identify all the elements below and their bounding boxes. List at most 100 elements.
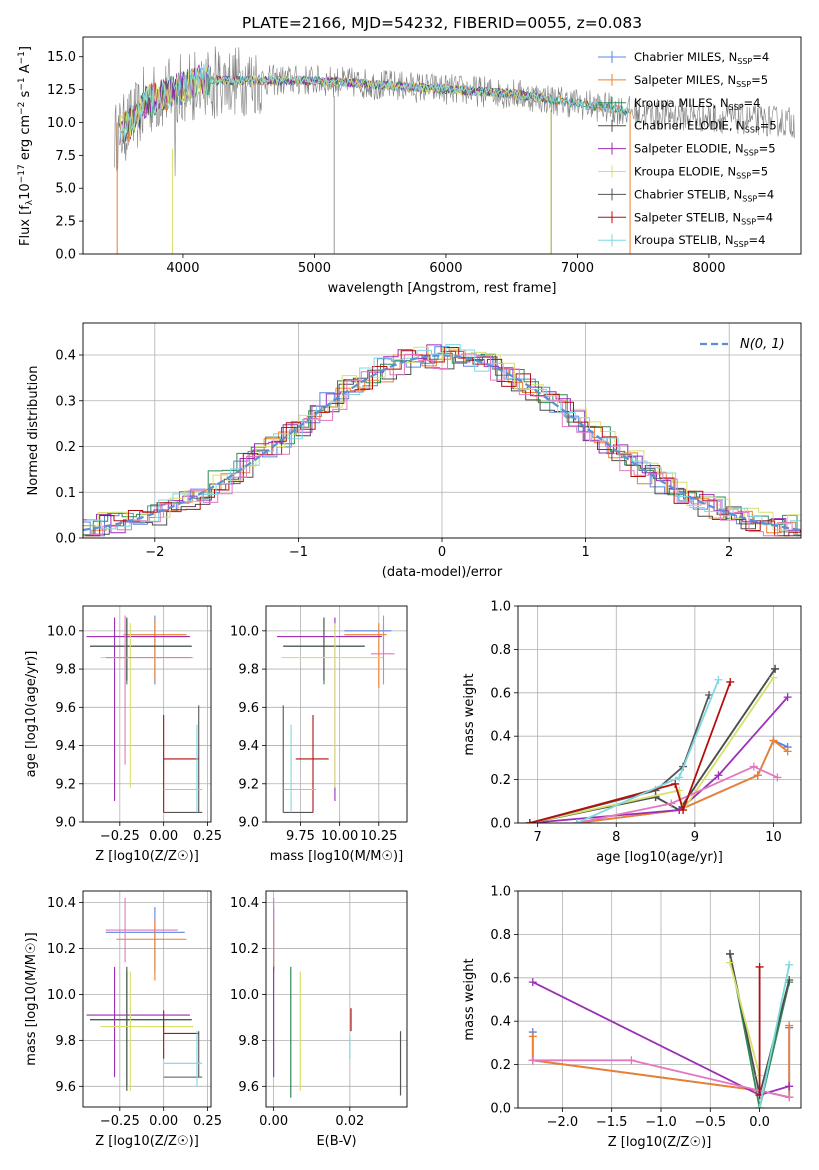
model-spectrum-line (119, 63, 630, 140)
x-tick-label: −1.0 (645, 1115, 677, 1130)
x-tick-label: −2 (145, 545, 164, 560)
y-tick-label: 10.0 (230, 988, 259, 1003)
y-tick-label: 5.0 (55, 182, 76, 197)
massweight-vs-age-panel: 7 8 9 10 0.0 0.2 0.4 0.6 0.8 1.0 age [log10(age/yr… (462, 600, 802, 865)
legend-entry: Salpeter STELIB, NSSP=4 (634, 210, 773, 226)
plot-area (86, 897, 203, 1091)
histogram-step-line (88, 353, 801, 537)
legend-entry: Kroupa STELIB, NSSP=4 (634, 233, 765, 249)
x-tick-label: 0 (438, 545, 446, 560)
histogram-step-line (86, 344, 801, 530)
y-axis-label: Normed distribution (26, 366, 41, 496)
y-axis-label: mass weight (462, 958, 477, 1040)
y-tick-label: 9.8 (238, 663, 259, 678)
x-tick-label: 6000 (429, 261, 462, 276)
legend-entry: Chabrier MILES, NSSP=4 (634, 50, 769, 66)
massweight-line (529, 668, 776, 823)
massweight-marker (528, 1032, 537, 1041)
histogram-step-line (83, 352, 801, 537)
y-tick-label: 9.2 (238, 777, 259, 792)
axes-frame (265, 890, 408, 1108)
massweight-marker (769, 736, 778, 745)
y-tick-label: 10.4 (230, 896, 259, 911)
x-tick-label: 0.00 (149, 1114, 178, 1129)
legend-entry: Kroupa ELODIE, NSSP=5 (634, 165, 768, 181)
x-tick-label: −2.0 (547, 1115, 579, 1130)
massweight-line (529, 668, 776, 823)
model-spectrum-line (119, 66, 551, 142)
x-tick-label: 10.25 (360, 829, 397, 844)
x-tick-label: 8 (612, 830, 620, 845)
massweight-line (529, 681, 732, 823)
y-tick-label: 9.0 (55, 816, 76, 831)
y-tick-label: 9.6 (238, 701, 259, 716)
x-tick-label: 2 (725, 545, 733, 560)
x-tick-label: 0.00 (149, 829, 178, 844)
y-tick-label: 0.2 (490, 1058, 511, 1073)
massweight-marker (769, 673, 778, 682)
y-tick-label: 0.0 (55, 532, 76, 547)
x-axis-label: Z [log10(Z/Z☉)] (95, 849, 199, 864)
y-tick-label: 10.2 (47, 942, 76, 957)
y-tick-label: 10.0 (47, 624, 76, 639)
massweight-marker (785, 1093, 794, 1102)
y-tick-label: 10.0 (47, 988, 76, 1003)
histogram-step-line (83, 346, 801, 537)
x-tick-label: 0.0 (749, 1115, 770, 1130)
axes-frame (82, 36, 802, 255)
y-tick-label: 0.1 (55, 486, 76, 501)
figure-title: PLATE=2166, MJD=54232, FIBERID=0055, z=0… (242, 14, 642, 32)
massweight-line (529, 677, 775, 823)
plot-area (83, 344, 801, 537)
y-tick-label: 9.8 (238, 1034, 259, 1049)
observed-spectrum-line (114, 46, 795, 177)
y-tick-label: 9.8 (55, 1034, 76, 1049)
massweight-marker (675, 773, 684, 782)
x-tick-label: 8000 (692, 261, 725, 276)
y-tick-label: 0.2 (55, 440, 76, 455)
y-tick-label: 1.0 (490, 600, 511, 615)
massweight-marker (627, 1056, 636, 1065)
y-tick-label: 0.6 (490, 686, 511, 701)
y-tick-label: 0.6 (490, 971, 511, 986)
axes-frame (82, 890, 212, 1108)
y-tick-label: 9.6 (55, 701, 76, 716)
y-axis-label: Flux [fλ10−17 erg cm−2 s−1 A−1] (17, 46, 35, 246)
legend-entry: Salpeter MILES, NSSP=5 (634, 73, 768, 89)
plot-area (276, 615, 395, 813)
x-tick-label: 0.25 (193, 1114, 222, 1129)
x-tick-label: −0.25 (100, 1114, 140, 1129)
mass-vs-metallicity-panel: −0.25 0.00 0.25 9.6 9.8 10.0 10.2 10.4 Z [log10(… (24, 890, 222, 1149)
x-tick-label: 4000 (166, 261, 199, 276)
spectrum-panel: 4000 5000 6000 7000 8000 0.0 2.5 5.0 7.5 10.0 12.5… (17, 36, 802, 296)
x-tick-label: 5000 (298, 261, 331, 276)
histogram-step-line (83, 346, 801, 531)
y-tick-label: 15.0 (47, 50, 76, 65)
x-tick-label: 0.00 (259, 1114, 288, 1129)
massweight-marker (783, 747, 792, 756)
y-axis-label: mass weight (462, 673, 477, 755)
legend-entry: Chabrier ELODIE, NSSP=5 (634, 119, 777, 135)
y-tick-label: 9.2 (55, 777, 76, 792)
y-tick-label: 0.3 (55, 394, 76, 409)
plot-area (86, 615, 203, 813)
y-tick-label: 10.2 (230, 942, 259, 957)
y-tick-label: 0.4 (55, 349, 76, 364)
y-tick-label: 9.4 (238, 739, 259, 754)
y-tick-label: 0.8 (490, 928, 511, 943)
massweight-marker (755, 962, 764, 971)
y-tick-label: 9.6 (238, 1080, 259, 1095)
y-tick-label: 10.0 (230, 624, 259, 639)
plot-area (525, 664, 792, 823)
age-vs-metallicity-panel: −0.25 0.00 0.25 9.0 9.2 9.4 9.6 9.8 10.0 Z [log10… (24, 605, 222, 864)
y-tick-label: 12.5 (47, 83, 76, 98)
x-tick-label: 7000 (561, 261, 594, 276)
x-tick-label: 0.25 (193, 829, 222, 844)
massweight-marker (525, 819, 534, 823)
massweight-marker (753, 771, 762, 780)
massweight-line (729, 962, 761, 1076)
gaussian-curve (83, 354, 801, 532)
massweight-line (576, 765, 778, 823)
massweight-marker (671, 779, 680, 788)
axes-frame (265, 605, 408, 823)
